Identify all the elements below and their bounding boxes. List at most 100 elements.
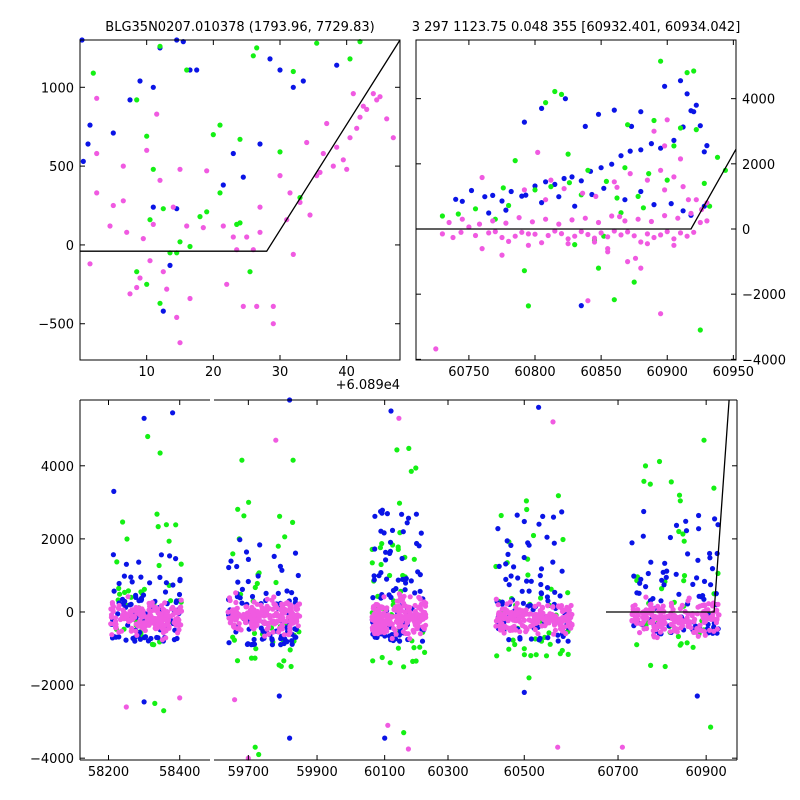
bottom-point-blue bbox=[173, 556, 179, 562]
bottom-point-green bbox=[530, 532, 537, 539]
bottom-point-green bbox=[525, 572, 531, 578]
top-right-point-blue bbox=[468, 187, 475, 194]
bottom-point-magenta bbox=[238, 627, 244, 633]
top-right-point-blue bbox=[569, 174, 575, 180]
bottom-point-blue bbox=[170, 582, 176, 588]
top-right-point-magenta bbox=[671, 242, 677, 248]
top-left-point-magenta bbox=[290, 251, 296, 257]
bottom-point-green bbox=[145, 433, 151, 440]
top-right-point-magenta bbox=[677, 230, 684, 236]
bottom-point-magenta bbox=[115, 605, 122, 611]
top-left-point-magenta bbox=[277, 173, 283, 179]
top-right-point-blue bbox=[601, 185, 607, 191]
bottom-point-blue bbox=[637, 580, 643, 586]
top-left-point-magenta bbox=[137, 275, 143, 281]
bottom-point-magenta bbox=[155, 615, 162, 621]
bottom-point-magenta bbox=[642, 614, 648, 620]
bottom-point-blue bbox=[545, 598, 551, 604]
bottom-point-magenta bbox=[674, 629, 680, 635]
bottom-point-magenta bbox=[517, 619, 523, 625]
bottom-point-green bbox=[680, 531, 686, 537]
bottom-point-magenta bbox=[232, 697, 238, 703]
bottom-point-green bbox=[287, 647, 293, 653]
top-right-point-blue bbox=[671, 137, 677, 143]
bottom-point-magenta bbox=[258, 602, 264, 608]
bottom-xtick-label: 59900 bbox=[296, 765, 337, 780]
bottom-point-magenta bbox=[116, 629, 122, 635]
bottom-point-green bbox=[690, 644, 696, 650]
bottom-point-magenta bbox=[268, 620, 274, 626]
bottom-point-blue bbox=[528, 636, 535, 642]
bottom-panel: 58200 58400 59700 59900 60100 60300 60500 60700… bbox=[30, 397, 738, 780]
bottom-point-green bbox=[557, 651, 563, 657]
bottom-point-green bbox=[648, 662, 654, 669]
bottom-ytick-label: −2000 bbox=[30, 679, 74, 694]
top-left-point-blue bbox=[87, 122, 93, 128]
top-right-point-magenta bbox=[671, 174, 677, 180]
bottom-point-blue bbox=[383, 549, 389, 555]
bottom-point-blue bbox=[715, 522, 721, 528]
top-left-point-green bbox=[134, 97, 140, 103]
bottom-point-magenta bbox=[134, 632, 140, 638]
top-left-point-magenta bbox=[374, 97, 380, 103]
bottom-point-green bbox=[524, 506, 530, 513]
bottom-point-magenta bbox=[493, 623, 499, 629]
top-left-point-blue bbox=[230, 150, 236, 157]
bottom-point-blue bbox=[389, 527, 396, 534]
top-right-point-green bbox=[521, 268, 528, 274]
top-right-point-blue bbox=[486, 210, 492, 216]
bottom-point-magenta bbox=[644, 625, 650, 632]
bottom-point-magenta bbox=[153, 626, 159, 632]
top-right-point-magenta bbox=[499, 252, 505, 258]
bottom-xtick-label: 60300 bbox=[427, 765, 468, 780]
top-left-point-magenta bbox=[160, 269, 166, 275]
top-right-point-magenta bbox=[561, 186, 567, 192]
bottom-point-blue bbox=[505, 551, 511, 558]
bottom-point-blue bbox=[399, 555, 405, 562]
top-right-point-green bbox=[640, 205, 647, 211]
bottom-point-green bbox=[252, 655, 258, 661]
bottom-point-blue bbox=[237, 537, 243, 543]
bottom-point-blue bbox=[284, 588, 290, 594]
bottom-point-magenta bbox=[126, 617, 132, 624]
bottom-point-green bbox=[152, 700, 158, 707]
top-right-point-magenta bbox=[552, 228, 558, 234]
bottom-point-magenta bbox=[291, 618, 297, 624]
top-left-point-green bbox=[177, 239, 183, 245]
top-left-xtick-label: 10 bbox=[138, 365, 155, 380]
top-right-point-magenta bbox=[635, 216, 641, 222]
top-left-points bbox=[79, 37, 396, 346]
bottom-point-blue bbox=[127, 602, 133, 608]
bottom-point-magenta bbox=[266, 605, 272, 611]
top-left-point-green bbox=[184, 67, 190, 73]
bottom-point-green bbox=[161, 708, 167, 714]
bottom-point-magenta bbox=[517, 629, 523, 635]
top-right-point-magenta bbox=[466, 224, 472, 230]
bottom-point-magenta bbox=[657, 629, 664, 635]
top-right-point-green bbox=[558, 91, 565, 97]
bottom-point-magenta bbox=[507, 627, 513, 634]
top-right-point-blue bbox=[684, 91, 690, 97]
bottom-point-blue bbox=[514, 512, 520, 518]
top-left-point-blue bbox=[167, 262, 173, 268]
bottom-point-magenta bbox=[393, 631, 399, 637]
bottom-point-green bbox=[565, 651, 571, 658]
top-left-point-blue bbox=[85, 141, 91, 147]
bottom-point-blue bbox=[536, 521, 542, 527]
bottom-point-magenta bbox=[714, 626, 721, 632]
bottom-point-magenta bbox=[513, 605, 519, 611]
bottom-ytick-label: 2000 bbox=[41, 533, 74, 548]
top-right-point-green bbox=[512, 158, 518, 164]
bottom-point-blue bbox=[381, 530, 387, 536]
bottom-point-blue bbox=[544, 534, 550, 540]
bottom-point-blue bbox=[526, 588, 532, 594]
top-right-xtick-label: 60850 bbox=[580, 365, 621, 380]
bottom-point-blue bbox=[370, 595, 376, 601]
bottom-point-magenta bbox=[279, 622, 285, 628]
top-left-ticks: 10 20 30 40 −500 0 500 1000 bbox=[38, 40, 400, 380]
bottom-point-magenta bbox=[417, 618, 423, 625]
bottom-point-green bbox=[533, 652, 539, 658]
bottom-point-blue bbox=[389, 632, 395, 638]
bottom-point-magenta bbox=[695, 633, 701, 639]
bottom-point-green bbox=[547, 641, 553, 647]
